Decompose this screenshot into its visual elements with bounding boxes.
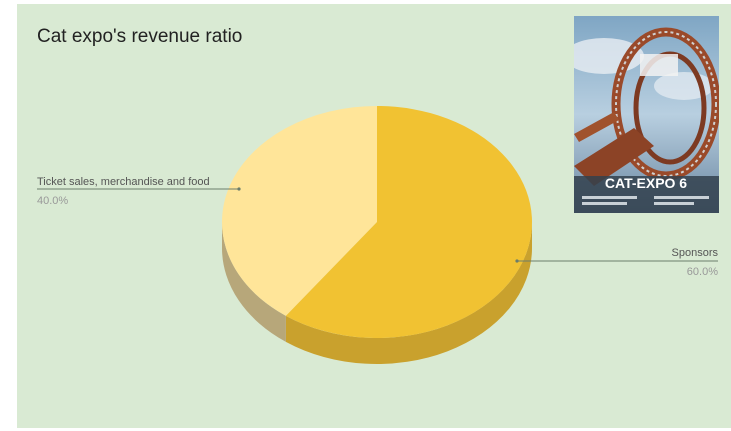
pie-slice-side-sponsors [285,222,532,364]
pie-slice-ticket-sales[interactable] [222,106,377,316]
pie-slice-sponsors[interactable] [285,106,532,338]
pie-chart: Ticket sales, merchandise and food 40.0%… [37,106,719,364]
cover-headline: CAT-EXPO 6 [605,175,687,191]
chart-title: Cat expo's revenue ratio [37,26,243,47]
slice-label-sponsors: Sponsors [672,247,719,259]
slice-percent-sponsors: 60.0% [687,266,718,278]
leader-dot-sponsors [515,259,519,263]
pie-slice-side-tickets [222,222,286,342]
leader-dot-ticket-sales [237,187,241,191]
chart-slide: Cat expo's revenue ratio Ticket sales, m… [17,4,731,428]
slice-label-ticket-sales: Ticket sales, merchandise and food [37,176,210,188]
slice-percent-ticket-sales: 40.0% [37,195,68,207]
cat-expo-cover-image: CAT-EXPO 6 [574,16,719,213]
